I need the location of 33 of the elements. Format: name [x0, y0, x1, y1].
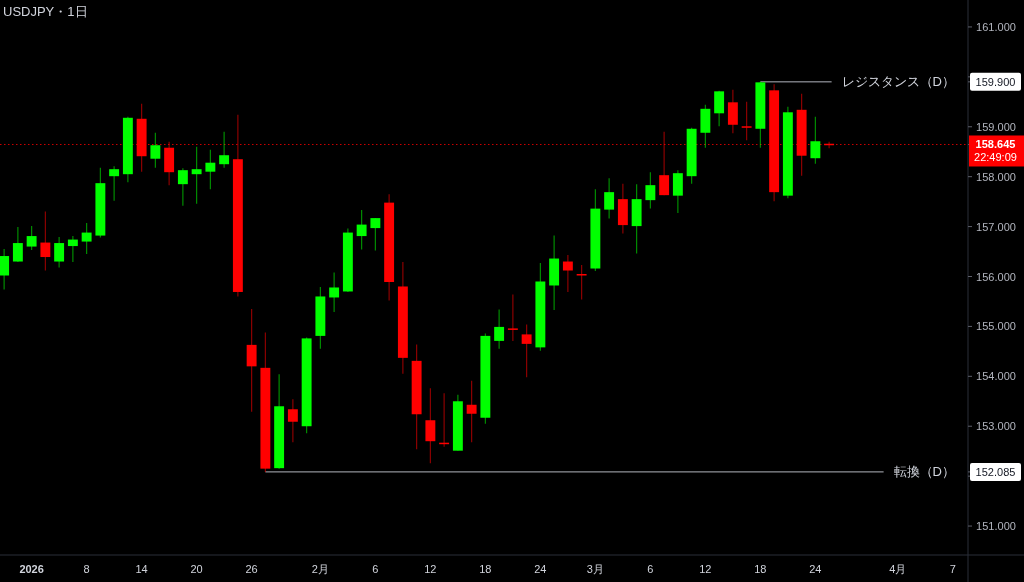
y-tick-label: 158.000 — [976, 170, 1016, 183]
x-tick-label: 12 — [424, 563, 437, 575]
x-tick-label: 4月 — [889, 563, 907, 575]
y-tick-label: 152.085 — [975, 465, 1016, 478]
tag: 158.645 22:49:09 — [969, 135, 1024, 167]
ref-line-label: レジスタンス（D） — [841, 73, 955, 89]
x-tick-label: 6 — [372, 563, 379, 575]
x-tick-label: 20 — [190, 563, 203, 575]
x-tick-label: 18 — [479, 563, 492, 575]
x-tick-label: 24 — [534, 563, 547, 575]
x-tick-label: 24 — [809, 563, 822, 575]
y-tick-label: 159.900 — [975, 75, 1016, 88]
x-tick-label: 2026 — [19, 563, 44, 575]
y-tick-label: 155.000 — [976, 320, 1016, 333]
x-tick-label: 12 — [699, 563, 712, 575]
x-tick-label: 14 — [135, 563, 148, 575]
x-tick-label: 26 — [245, 563, 258, 575]
chart-title: USDJPY・1日 — [3, 4, 88, 19]
x-tick-label: 18 — [754, 563, 767, 575]
y-tick-label: 159.000 — [976, 120, 1016, 133]
ref-line-label: 転換（D） — [893, 463, 955, 479]
x-tick-label: 7 — [949, 563, 956, 575]
y-tick-label: 156.000 — [976, 270, 1016, 283]
y-tick-label: 153.000 — [976, 420, 1016, 433]
y-tick-label: 158.645 — [975, 138, 1016, 151]
y-tick-label: 157.000 — [976, 220, 1016, 233]
y-tick-label: 151.000 — [976, 520, 1016, 533]
y-tick-label: 154.000 — [976, 370, 1016, 383]
x-tick-label: 3月 — [586, 563, 604, 575]
y-tick-label: 161.000 — [976, 20, 1016, 33]
x-tick-label: 6 — [647, 563, 654, 575]
x-tick-label: 2月 — [311, 563, 329, 575]
x-tick-label: 8 — [83, 563, 90, 575]
